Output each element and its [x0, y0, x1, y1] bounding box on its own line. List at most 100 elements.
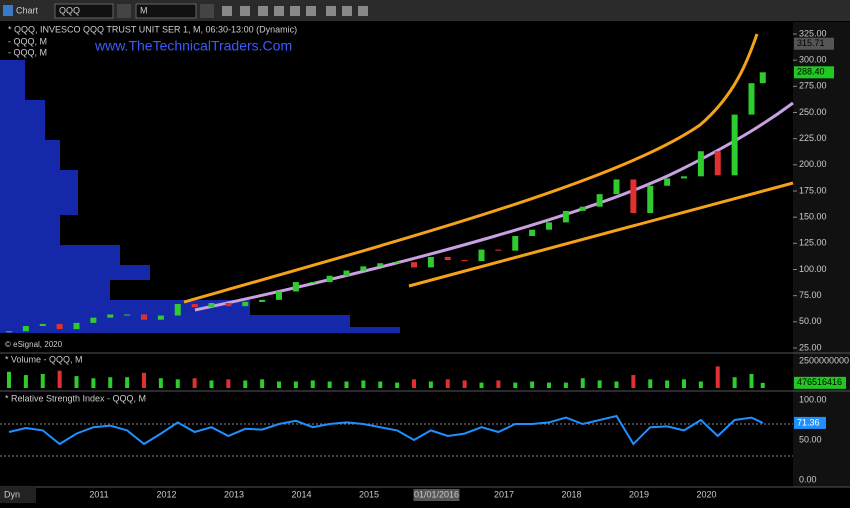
- y-tick-label: 50.00: [799, 316, 822, 326]
- profile-bar: [0, 280, 110, 300]
- copyright: © eSignal, 2020: [5, 340, 63, 349]
- x-tick-label: 2013: [224, 489, 244, 499]
- status-bar: [0, 487, 36, 503]
- candle: [73, 322, 80, 330]
- tool-icon[interactable]: [290, 6, 300, 16]
- profile-bar: [0, 245, 120, 265]
- volume-bar: [57, 370, 62, 388]
- tool-icon[interactable]: [222, 6, 232, 16]
- candle: [141, 314, 147, 320]
- candle: [529, 229, 536, 237]
- x-tick-label: 2020: [696, 489, 716, 499]
- volume-title: * Volume - QQQ, M: [5, 354, 83, 364]
- scale-area: [793, 22, 850, 487]
- legend-line: - QQQ, M: [8, 36, 47, 46]
- clock-button[interactable]: [200, 4, 214, 18]
- price-marker-label: 288.40: [797, 67, 825, 77]
- volume-bar: [563, 382, 568, 388]
- candle: [208, 302, 215, 308]
- candle: [276, 291, 282, 300]
- price-marker: [794, 37, 834, 50]
- candle: [495, 249, 502, 251]
- volume-bar: [108, 377, 113, 388]
- candle: [562, 210, 569, 223]
- volume-bar: [412, 379, 416, 388]
- volume-bar: [209, 380, 214, 388]
- volume-marker-label: 476516416: [797, 377, 842, 387]
- tool-icon[interactable]: [274, 6, 284, 16]
- volume-bar: [479, 382, 484, 388]
- y-tick-label: 225.00: [799, 133, 827, 143]
- candle: [56, 323, 63, 330]
- tool-icon[interactable]: [342, 6, 352, 16]
- y-tick-label: 325.00: [799, 28, 827, 38]
- legend-line: - QQQ, M: [8, 47, 47, 57]
- x-tick-label: 01/01/2016: [414, 489, 459, 499]
- candle: [759, 72, 766, 84]
- volume-bar: [665, 380, 670, 388]
- candle: [157, 315, 164, 320]
- candle: [6, 331, 12, 333]
- x-highlight: [413, 489, 460, 501]
- interval-box[interactable]: [135, 3, 197, 19]
- volume-bar: [91, 378, 96, 388]
- volume-bar: [327, 381, 332, 388]
- candle: [259, 299, 266, 302]
- volume-profile: [0, 60, 400, 333]
- volume-bar: [192, 378, 197, 388]
- chart-icon: [3, 5, 13, 16]
- tool-icon[interactable]: [258, 6, 268, 16]
- candle: [377, 263, 384, 267]
- candle: [90, 317, 97, 323]
- volume-bar: [158, 378, 163, 388]
- volume-bar: [580, 378, 585, 388]
- profile-bar: [0, 327, 400, 333]
- volume-bar: [530, 381, 535, 388]
- volume-bar: [597, 380, 602, 388]
- volume-bar: [698, 381, 703, 388]
- candle: [630, 179, 637, 213]
- tool-icon[interactable]: [240, 6, 250, 16]
- volume-bar: [142, 372, 146, 388]
- candle: [326, 275, 333, 283]
- volume-bar: [631, 375, 636, 388]
- volume-bar: [74, 376, 79, 388]
- tool-icon[interactable]: [306, 6, 316, 16]
- symbol[interactable]: QQQ: [59, 5, 80, 15]
- candle: [411, 262, 417, 268]
- x-tick-label: 2018: [561, 489, 581, 499]
- candle: [714, 151, 721, 176]
- volume-bar: [614, 381, 619, 388]
- profile-bar: [0, 215, 60, 245]
- candle: [444, 256, 451, 261]
- rsi-title: * Relative Strength Index - QQQ, M: [5, 393, 146, 403]
- lower-trendline: [408, 181, 794, 288]
- y-tick-label: 2500000000: [799, 355, 849, 365]
- volume-bar: [749, 373, 754, 388]
- profile-bar: [0, 265, 150, 280]
- y-tick-label: 175.00: [799, 185, 827, 195]
- volume-bar: [496, 380, 501, 388]
- profile-bar: [0, 140, 60, 170]
- candle: [461, 260, 468, 262]
- symbol-box[interactable]: [54, 3, 114, 19]
- x-tick-label: 2014: [291, 489, 311, 499]
- candle: [39, 323, 46, 327]
- tool-icon[interactable]: [358, 6, 368, 16]
- candle: [174, 304, 181, 316]
- toolbar-title: Chart: [16, 5, 39, 15]
- volume-bar: [428, 381, 433, 388]
- candle: [681, 176, 687, 179]
- refresh-button[interactable]: [117, 4, 131, 18]
- volume-bar: [395, 382, 400, 388]
- volume-bar: [462, 380, 467, 388]
- interval[interactable]: M: [140, 5, 148, 15]
- tool-icon[interactable]: [326, 6, 336, 16]
- volume-bar: [715, 366, 720, 388]
- watermark: www.TheTechnicalTraders.Com: [94, 38, 292, 54]
- y-tick-label: 50.00: [799, 434, 822, 444]
- volume-bar: [760, 382, 765, 388]
- tool-icons: [222, 6, 368, 16]
- volume-bar: [378, 381, 383, 388]
